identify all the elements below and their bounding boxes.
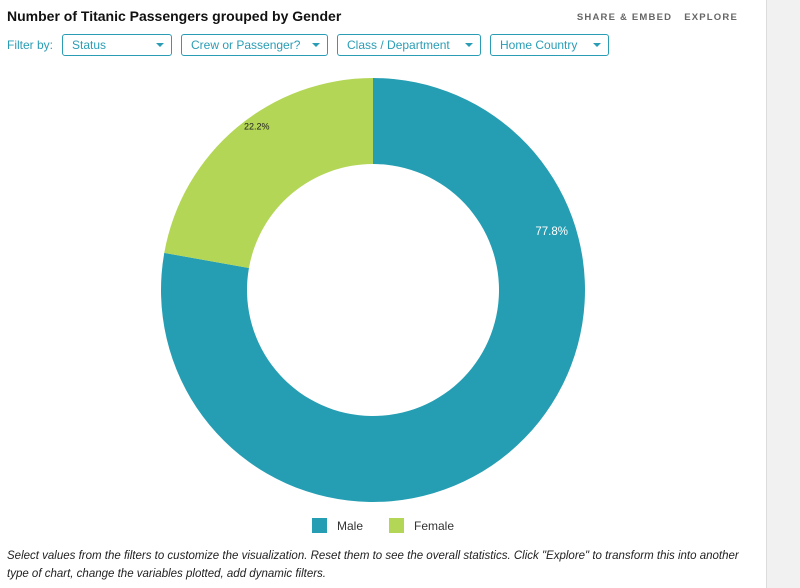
donut-slice-male[interactable] xyxy=(160,78,585,502)
filter-class-department-label: Class / Department xyxy=(347,38,450,52)
filter-home-country-dropdown[interactable]: Home Country xyxy=(490,34,610,56)
chart-page: Number of Titanic Passengers grouped by … xyxy=(0,8,766,580)
legend-swatch-male xyxy=(311,518,327,533)
chevron-down-icon xyxy=(593,43,602,47)
filter-crew-or-passenger-label: Crew or Passenger? xyxy=(191,38,301,52)
filter-status-dropdown[interactable]: Status xyxy=(62,34,173,56)
explore-button[interactable]: EXPLORE xyxy=(684,12,738,23)
page-title: Number of Titanic Passengers grouped by … xyxy=(7,8,342,24)
filter-home-country-label: Home Country xyxy=(500,38,578,52)
legend-swatch-female xyxy=(389,518,404,533)
filter-bar: Filter by: Status Crew or Passenger? Cla… xyxy=(7,34,618,56)
chevron-down-icon xyxy=(312,43,321,47)
donut-chart: 77.8% 22.2% xyxy=(160,78,585,502)
share-embed-button[interactable]: SHARE & EMBED xyxy=(576,12,673,23)
right-sidebar-strip xyxy=(766,0,800,588)
legend-label-male: Male xyxy=(336,518,363,533)
slice-label-male: 77.8% xyxy=(535,226,568,238)
filter-crew-or-passenger-dropdown[interactable]: Crew or Passenger? xyxy=(181,34,329,56)
filter-status-label: Status xyxy=(72,38,107,52)
donut-slice-female[interactable] xyxy=(164,78,373,268)
legend-item-female[interactable]: Female xyxy=(389,518,454,533)
filter-label: Filter by: xyxy=(7,38,54,52)
chart-legend: Male Female xyxy=(0,518,766,533)
chevron-down-icon xyxy=(156,43,165,47)
chevron-down-icon xyxy=(465,43,474,47)
legend-item-male[interactable]: Male xyxy=(311,518,363,533)
legend-label-female: Female xyxy=(414,518,455,533)
top-actions: SHARE & EMBED EXPLORE xyxy=(577,12,738,23)
filter-class-department-dropdown[interactable]: Class / Department xyxy=(337,34,482,56)
footer-note: Select values from the filters to custom… xyxy=(7,550,739,580)
chart-area: 77.8% 22.2% xyxy=(0,78,766,503)
slice-label-female: 22.2% xyxy=(244,122,270,132)
